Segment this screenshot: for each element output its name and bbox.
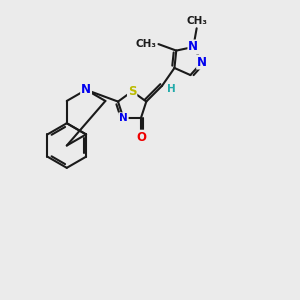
Text: N: N [197, 56, 207, 69]
Text: N: N [81, 83, 91, 96]
Text: S: S [128, 85, 136, 98]
Text: H: H [167, 84, 175, 94]
Text: N: N [188, 40, 198, 53]
Text: CH₃: CH₃ [135, 39, 156, 49]
Text: CH₃: CH₃ [186, 16, 207, 26]
Text: N: N [119, 113, 128, 123]
Text: O: O [136, 130, 146, 144]
